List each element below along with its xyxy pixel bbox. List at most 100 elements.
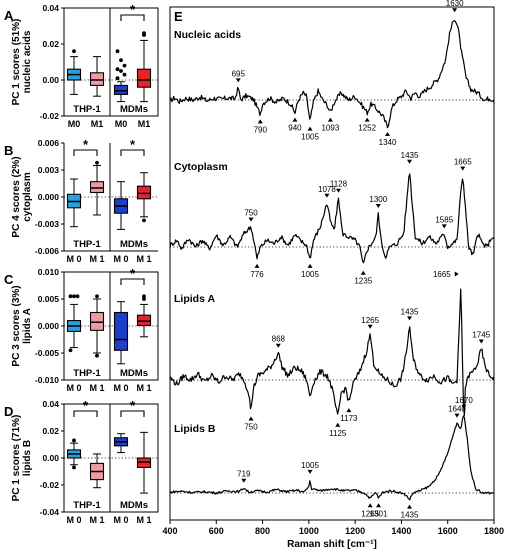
peak-label: 1435 xyxy=(401,307,419,316)
x-tick-label: M 0 xyxy=(66,515,81,525)
peak-label: 1435 xyxy=(401,511,419,520)
x-tick-label: 1600 xyxy=(438,526,458,536)
peak-marker-down xyxy=(254,263,260,268)
outlier-point xyxy=(115,76,120,81)
box-thp1-m0 xyxy=(66,178,82,228)
x-tick-label: M 0 xyxy=(113,515,128,525)
x-tick-label: M 1 xyxy=(136,515,151,525)
significance-star: * xyxy=(130,266,136,281)
peak-marker-down xyxy=(248,416,254,421)
peak-label: 1093 xyxy=(321,124,339,133)
x-tick-label: M 1 xyxy=(89,254,104,264)
group-label-thp1: THP-1 xyxy=(73,368,101,379)
y-tick-label: -0.005 xyxy=(35,348,59,358)
significance-bracket xyxy=(120,278,145,285)
peak-marker-up xyxy=(235,78,241,83)
significance-bracket xyxy=(120,14,145,21)
y-tick-label: 0.00 xyxy=(42,453,59,463)
box-body xyxy=(89,311,105,331)
peak-marker-down xyxy=(407,504,413,509)
peak-marker-up xyxy=(407,159,413,164)
outlier-point xyxy=(122,72,127,77)
y-tick-label: 0.04 xyxy=(42,3,59,13)
y-tick-label: -0.02 xyxy=(40,111,60,121)
peak-marker-down xyxy=(364,117,370,122)
box-panel-c: CPC 3 scores (3%) lipids A -0.010 -0.005 0.0… xyxy=(4,266,159,393)
spectrum-title: Nucleic acids xyxy=(174,29,241,41)
group-label-mdms: MDMs xyxy=(120,239,148,250)
box-panel-a: APC 1 scores (51%) nucleic acids -0.02 0.00… xyxy=(4,2,159,129)
peak-label: 1235 xyxy=(354,277,372,286)
peak-marker-down xyxy=(327,117,333,122)
peak-marker-down xyxy=(376,503,382,508)
x-axis-label: Raman shift [cm⁻¹] xyxy=(287,539,377,550)
y-tick-label: 0.006 xyxy=(38,138,60,148)
box-body xyxy=(89,181,105,194)
peak-marker-up xyxy=(324,193,330,198)
box-body xyxy=(113,311,129,351)
plot-frame xyxy=(63,7,159,117)
y-tick-label: -0.003 xyxy=(35,219,59,229)
peak-label: 1005 xyxy=(301,461,319,470)
x-tick-label: 1800 xyxy=(484,526,504,536)
outlier-point xyxy=(142,218,146,223)
peak-label: 1252 xyxy=(358,124,376,133)
outlier-point xyxy=(142,294,146,299)
peak-label: 719 xyxy=(237,470,251,479)
y-axis-label: PC 1 scores (71%) xyxy=(11,415,22,502)
y-axis-label: PC 3 scores (3%) xyxy=(11,285,22,366)
outlier-point xyxy=(142,33,146,37)
outlier-point xyxy=(119,69,123,73)
group-label-mdms: MDMs xyxy=(120,104,148,115)
group-label-mdms: MDMs xyxy=(120,500,148,511)
significance-star: * xyxy=(83,398,89,413)
x-tick-label: M 0 xyxy=(66,254,81,264)
y-tick-label: 0.005 xyxy=(38,294,60,304)
peak-label: 1128 xyxy=(330,180,348,189)
box-body xyxy=(136,314,152,327)
y-axis-label: PC 4 scores (2%) xyxy=(11,156,22,237)
peak-label: 1670 xyxy=(455,396,473,405)
group-label-mdms: MDMs xyxy=(120,368,148,379)
x-tick-label: M1 xyxy=(138,119,151,129)
x-tick-label: 1400 xyxy=(391,526,411,536)
box-mdm-m1 xyxy=(136,294,152,338)
peak-label: 940 xyxy=(288,124,302,133)
box-plot-panels: APC 1 scores (51%) nucleic acids -0.02 0.00… xyxy=(4,2,159,525)
group-label-thp1: THP-1 xyxy=(73,104,101,115)
y-tick-label: -0.02 xyxy=(40,480,60,490)
box-body xyxy=(89,72,105,86)
spectrum-trace xyxy=(169,415,495,501)
x-tick-label: M 1 xyxy=(136,383,151,393)
peak-label: 790 xyxy=(254,125,268,134)
peak-label: 695 xyxy=(232,69,246,78)
peak-label: 1665 xyxy=(454,158,472,167)
y-tick-label: 0.02 xyxy=(42,39,59,49)
box-body xyxy=(136,68,152,88)
y-axis-sublabel: nucleic acids xyxy=(22,30,33,93)
outlier-point xyxy=(115,67,120,72)
significance-bracket xyxy=(73,149,98,156)
box-mdm-m0 xyxy=(113,49,129,103)
x-tick-label: M 0 xyxy=(113,383,128,393)
peak-marker-up xyxy=(375,204,381,208)
outlier-point xyxy=(142,297,146,301)
significance-bracket xyxy=(120,149,145,156)
box-thp1-m1 xyxy=(89,160,105,216)
x-tick-label: M 0 xyxy=(66,383,81,393)
panel-letter: B xyxy=(4,143,13,158)
x-tick-label: 400 xyxy=(162,526,177,536)
peak-label: 1630 xyxy=(446,0,464,8)
spectra-frame xyxy=(169,6,495,521)
box-thp1-m0 xyxy=(66,438,82,470)
peak-label: 1078 xyxy=(318,185,336,194)
group-label-thp1: THP-1 xyxy=(73,239,101,250)
peak-marker-down xyxy=(292,117,298,122)
panel-letter: A xyxy=(4,8,14,23)
x-tick-label: M1 xyxy=(91,119,104,129)
peak-marker-up xyxy=(441,224,447,229)
peak-label-extra: 1665 xyxy=(433,270,451,279)
outlier-point xyxy=(95,160,99,165)
box-mdm-m0 xyxy=(113,181,129,230)
